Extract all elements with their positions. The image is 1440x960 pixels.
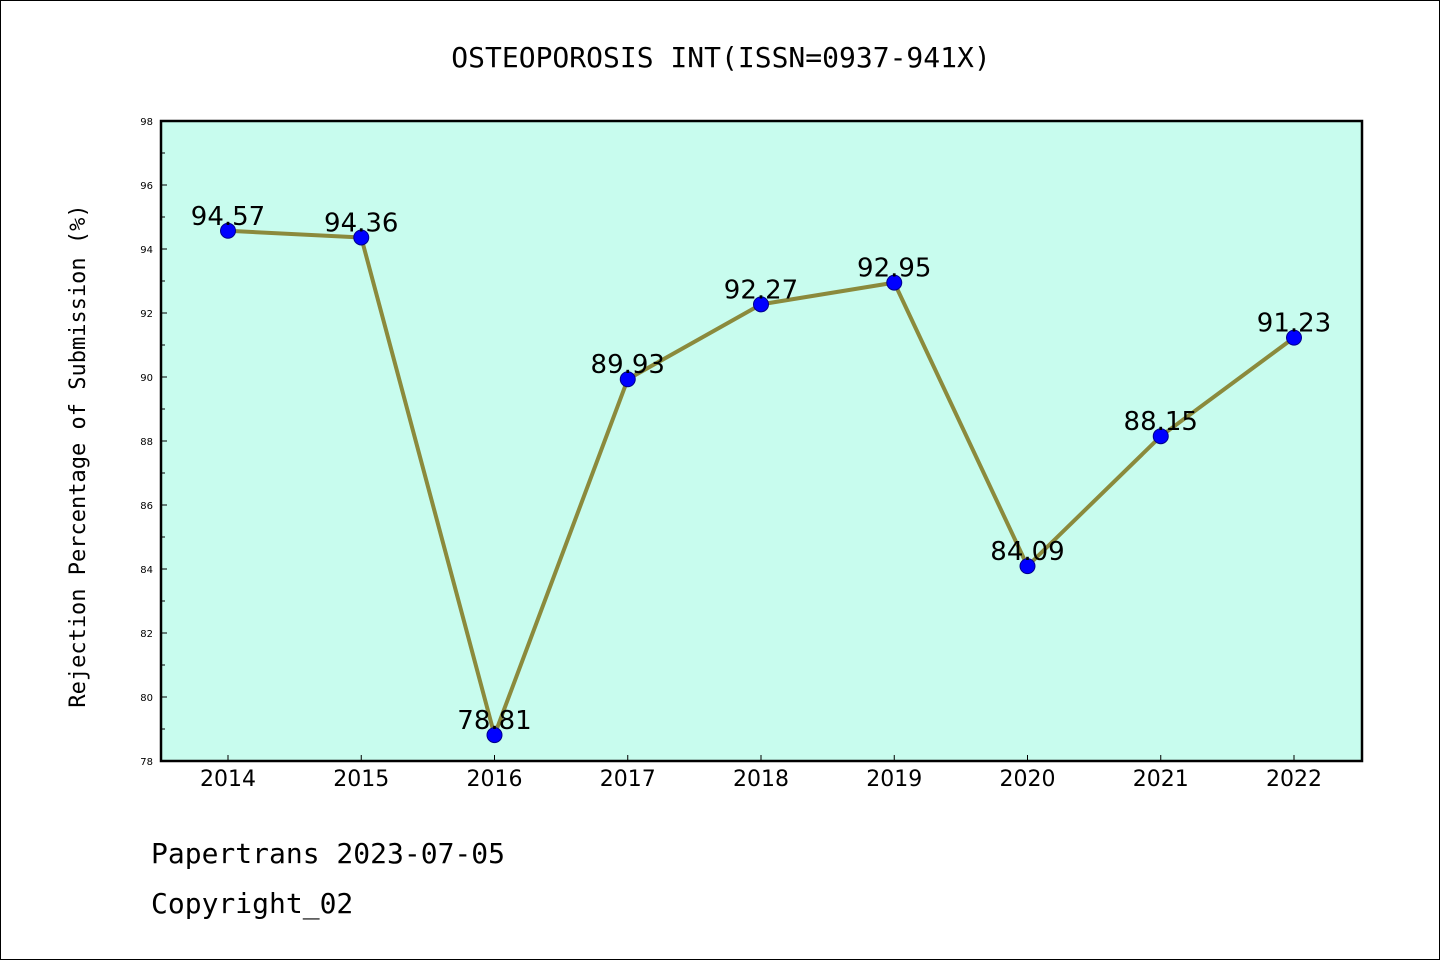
x-tick-label: 2022 (1266, 767, 1322, 792)
axis-layer: 78 80 82 84 86 88 90 92 94 96 98 2014 2015 2016 2017 20… (140, 117, 1364, 792)
x-tick-label: 2017 (600, 767, 656, 792)
data-label: 89.93 (591, 350, 665, 380)
y-tick-label: 84 (140, 565, 153, 576)
x-tick-label: 2019 (866, 767, 922, 792)
data-point (1019, 558, 1036, 575)
data-label: 78.81 (457, 706, 531, 736)
data-point (1152, 428, 1169, 445)
footer-copyright: Copyright_02 (151, 887, 354, 920)
y-axis-label: Rejection Percentage of Submission (%) (66, 204, 91, 707)
chart-title: OSTEOPOROSIS INT(ISSN=0937-941X) (451, 41, 990, 74)
x-tick-label: 2020 (1000, 767, 1056, 792)
data-point (619, 371, 636, 388)
data-label: 92.27 (724, 275, 798, 305)
y-tick-label: 82 (140, 629, 153, 640)
data-label: 84.09 (990, 537, 1064, 567)
x-tick-label: 2015 (333, 767, 389, 792)
y-tick-label: 98 (140, 117, 153, 128)
y-tick-label: 86 (140, 501, 153, 512)
y-tick-label: 78 (140, 757, 153, 768)
data-point (886, 274, 903, 291)
y-tick-label: 96 (140, 181, 153, 192)
data-point (1286, 329, 1302, 346)
y-tick-label: 90 (140, 373, 153, 384)
y-tick-label: 88 (140, 437, 153, 448)
x-tick-label: 2016 (467, 767, 523, 792)
data-label: 94.36 (324, 208, 398, 238)
y-tick-label: 92 (140, 309, 153, 320)
y-tick-label: 94 (140, 245, 153, 256)
data-label: 92.95 (857, 254, 931, 284)
data-point (220, 222, 236, 239)
x-tick-label: 2014 (200, 767, 256, 792)
data-point (353, 229, 370, 246)
data-point (753, 296, 769, 313)
y-tick-label: 80 (140, 693, 153, 704)
data-label: 91.23 (1257, 309, 1331, 339)
data-label: 94.57 (191, 202, 265, 232)
x-tick-label: 2018 (733, 767, 789, 792)
data-point (486, 727, 503, 744)
series-layer: 94.57 94.36 78.81 89.93 92.27 92.95 84.09 88.15… (191, 202, 1331, 744)
data-label: 88.15 (1124, 407, 1198, 437)
footer-source: Papertrans 2023-07-05 (151, 837, 506, 870)
x-tick-label: 2021 (1133, 767, 1189, 792)
